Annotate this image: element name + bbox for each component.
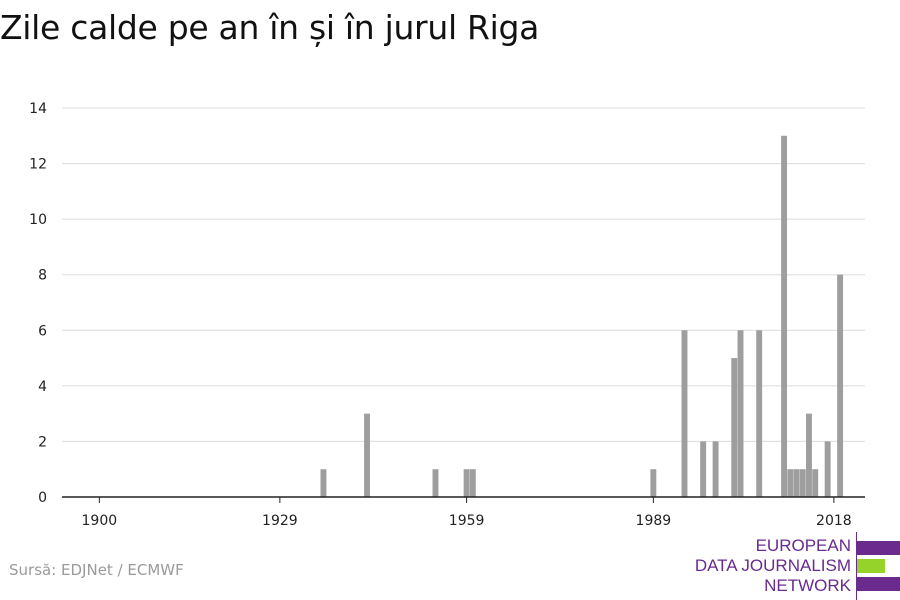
bar-2006 — [756, 330, 763, 497]
bar-2012 — [793, 469, 800, 497]
bar-1954 — [432, 469, 439, 497]
y-tick-label: 4 — [38, 379, 47, 395]
logo-line-2: DATA JOURNALISM — [694, 556, 851, 575]
source-note: Sursă: EDJNet / ECMWF — [9, 561, 184, 579]
y-tick-label: 6 — [38, 323, 47, 339]
logo-bar-bottom — [857, 577, 900, 591]
gridlines — [62, 107, 865, 442]
y-tick-label: 2 — [38, 434, 47, 450]
logo-text: EUROPEAN DATA JOURNALISM NETWORK — [695, 536, 851, 596]
bar-2017 — [824, 441, 831, 497]
logo-line-3: NETWORK — [764, 576, 851, 595]
bar-2011 — [787, 469, 794, 497]
bar-1997 — [700, 441, 707, 497]
chart-title: Zile calde pe an în și în jurul Riga — [0, 8, 540, 47]
x-tick-label: 1900 — [82, 513, 118, 529]
x-tick-label: 1959 — [449, 513, 485, 529]
y-tick-label: 14 — [29, 101, 47, 117]
edjnet-logo: EUROPEAN DATA JOURNALISM NETWORK — [695, 532, 900, 600]
x-tick-label: 2018 — [816, 513, 852, 529]
logo-bar-middle — [857, 559, 885, 573]
bar-1999 — [712, 441, 719, 497]
bar-2002 — [731, 358, 738, 497]
x-tick-label: 1929 — [262, 513, 298, 529]
logo-line-1: EUROPEAN — [755, 536, 851, 555]
bar-2019 — [837, 274, 844, 497]
logo-divider — [856, 532, 857, 600]
bar-1959 — [463, 469, 470, 497]
bar-2015 — [812, 469, 819, 497]
bar-1960 — [469, 469, 476, 497]
bar-1994 — [681, 330, 688, 497]
bar-2010 — [781, 135, 788, 498]
bar-1943 — [364, 413, 370, 497]
logo-bar-top — [857, 541, 900, 555]
bar-1989 — [650, 469, 657, 497]
x-tick-label: 1989 — [636, 513, 672, 529]
y-tick-label: 12 — [29, 157, 47, 173]
bar-1936 — [320, 469, 327, 497]
x-axis: 1900 1929 1959 1989 2018 — [62, 496, 865, 529]
bars — [320, 135, 844, 498]
y-tick-label: 10 — [29, 212, 47, 228]
y-axis: 0 2 4 6 8 10 12 14 — [29, 101, 47, 506]
bar-2013 — [799, 469, 806, 497]
y-tick-label: 0 — [38, 490, 47, 506]
y-tick-label: 8 — [38, 268, 47, 284]
bar-2003 — [737, 330, 744, 497]
bar-2014 — [806, 413, 812, 497]
